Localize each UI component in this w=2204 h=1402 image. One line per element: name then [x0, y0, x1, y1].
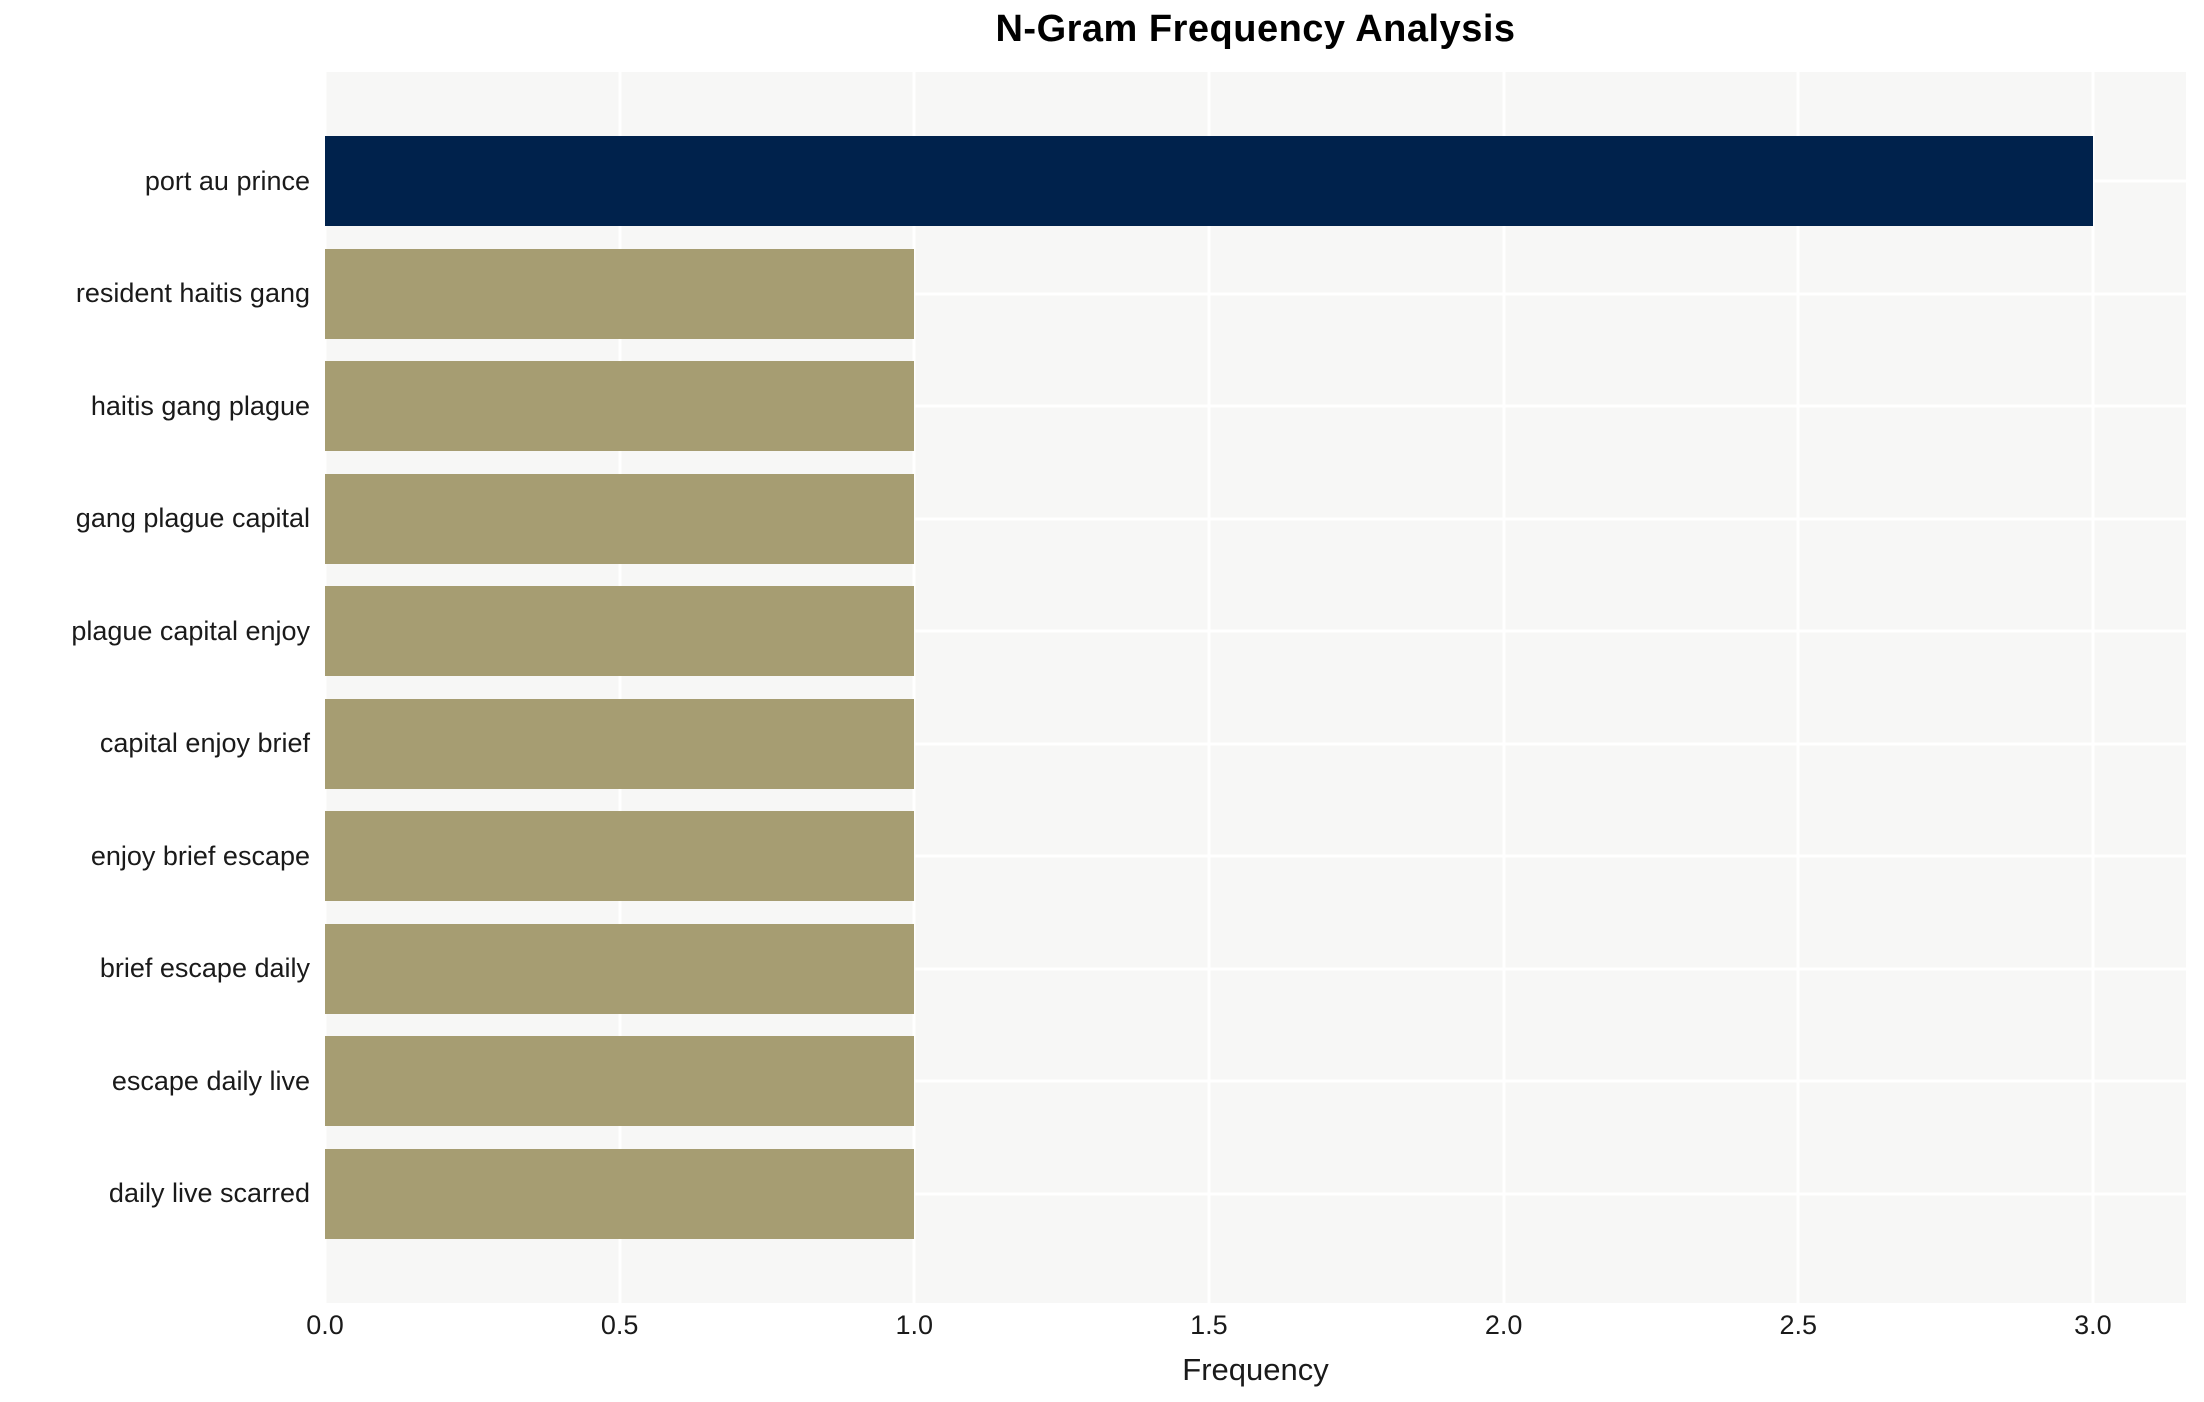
horizontal-gridline — [325, 967, 2186, 971]
x-tick-label: 2.0 — [1484, 1310, 1523, 1340]
y-axis-category-label: capital enjoy brief — [99, 728, 310, 759]
y-axis-category-label: gang plague capital — [75, 503, 310, 534]
horizontal-gridline — [325, 629, 2186, 633]
x-axis-ticks: 0.0 0.5 1.0 1.5 2.0 2.5 3.0 — [306, 1310, 2186, 1348]
frequency-bar — [325, 361, 915, 452]
bar-row — [325, 125, 2186, 238]
x-tick-label: 0.5 — [600, 1310, 639, 1340]
vertical-gridline — [618, 72, 622, 1303]
bar-row — [325, 238, 2186, 351]
y-axis-category-label: enjoy brief escape — [90, 840, 310, 871]
vertical-gridline — [1502, 72, 1506, 1303]
frequency-bar — [325, 1148, 915, 1239]
vertical-gridline — [912, 72, 916, 1303]
y-axis-category-label: brief escape daily — [99, 953, 310, 984]
frequency-bar — [325, 698, 915, 789]
bar-row — [325, 1025, 2186, 1138]
frequency-bar — [325, 136, 2093, 227]
frequency-bar — [325, 1036, 915, 1127]
frequency-bar — [325, 473, 915, 564]
x-axis-label: Frequency — [1182, 1352, 1329, 1387]
x-tick-label: 2.5 — [1779, 1310, 1818, 1340]
y-axis-category-label: escape daily live — [111, 1065, 310, 1096]
vertical-gridline — [1796, 72, 1800, 1303]
bar-row — [325, 800, 2186, 913]
bar-row — [325, 575, 2186, 688]
bar-row — [325, 350, 2186, 463]
bar-rows — [325, 72, 2186, 1303]
y-axis-labels: port au prince resident haitis gang haitis… — [0, 72, 310, 1303]
bar-row — [325, 1138, 2186, 1251]
frequency-bar — [325, 811, 915, 902]
chart-title: N-Gram Frequency Analysis — [995, 8, 1516, 50]
horizontal-gridline — [325, 742, 2186, 746]
x-tick-label: 0.0 — [306, 1310, 344, 1340]
frequency-bar — [325, 248, 915, 339]
y-axis-category-label: port au prince — [144, 165, 310, 196]
bar-row — [325, 463, 2186, 576]
x-tick-label: 1.5 — [1190, 1310, 1228, 1340]
y-axis-category-label: daily live scarred — [108, 1178, 310, 1209]
y-axis-category-label: resident haitis gang — [75, 278, 310, 309]
bar-row — [325, 688, 2186, 801]
frequency-bar — [325, 923, 915, 1014]
y-axis-category-label: haitis gang plague — [90, 390, 310, 421]
x-tick-label: 3.0 — [2074, 1310, 2112, 1340]
bar-row — [325, 913, 2186, 1026]
horizontal-gridline — [325, 292, 2186, 296]
frequency-bar — [325, 586, 915, 677]
vertical-gridline — [323, 72, 327, 1303]
vertical-gridline — [2091, 72, 2095, 1303]
vertical-gridline — [1207, 72, 1211, 1303]
x-tick-label: 1.0 — [895, 1310, 934, 1340]
y-axis-category-label: plague capital enjoy — [71, 615, 310, 646]
horizontal-gridline — [325, 1079, 2186, 1083]
horizontal-gridline — [325, 517, 2186, 521]
horizontal-gridline — [325, 404, 2186, 408]
horizontal-gridline — [325, 1192, 2186, 1196]
horizontal-gridline — [325, 854, 2186, 858]
